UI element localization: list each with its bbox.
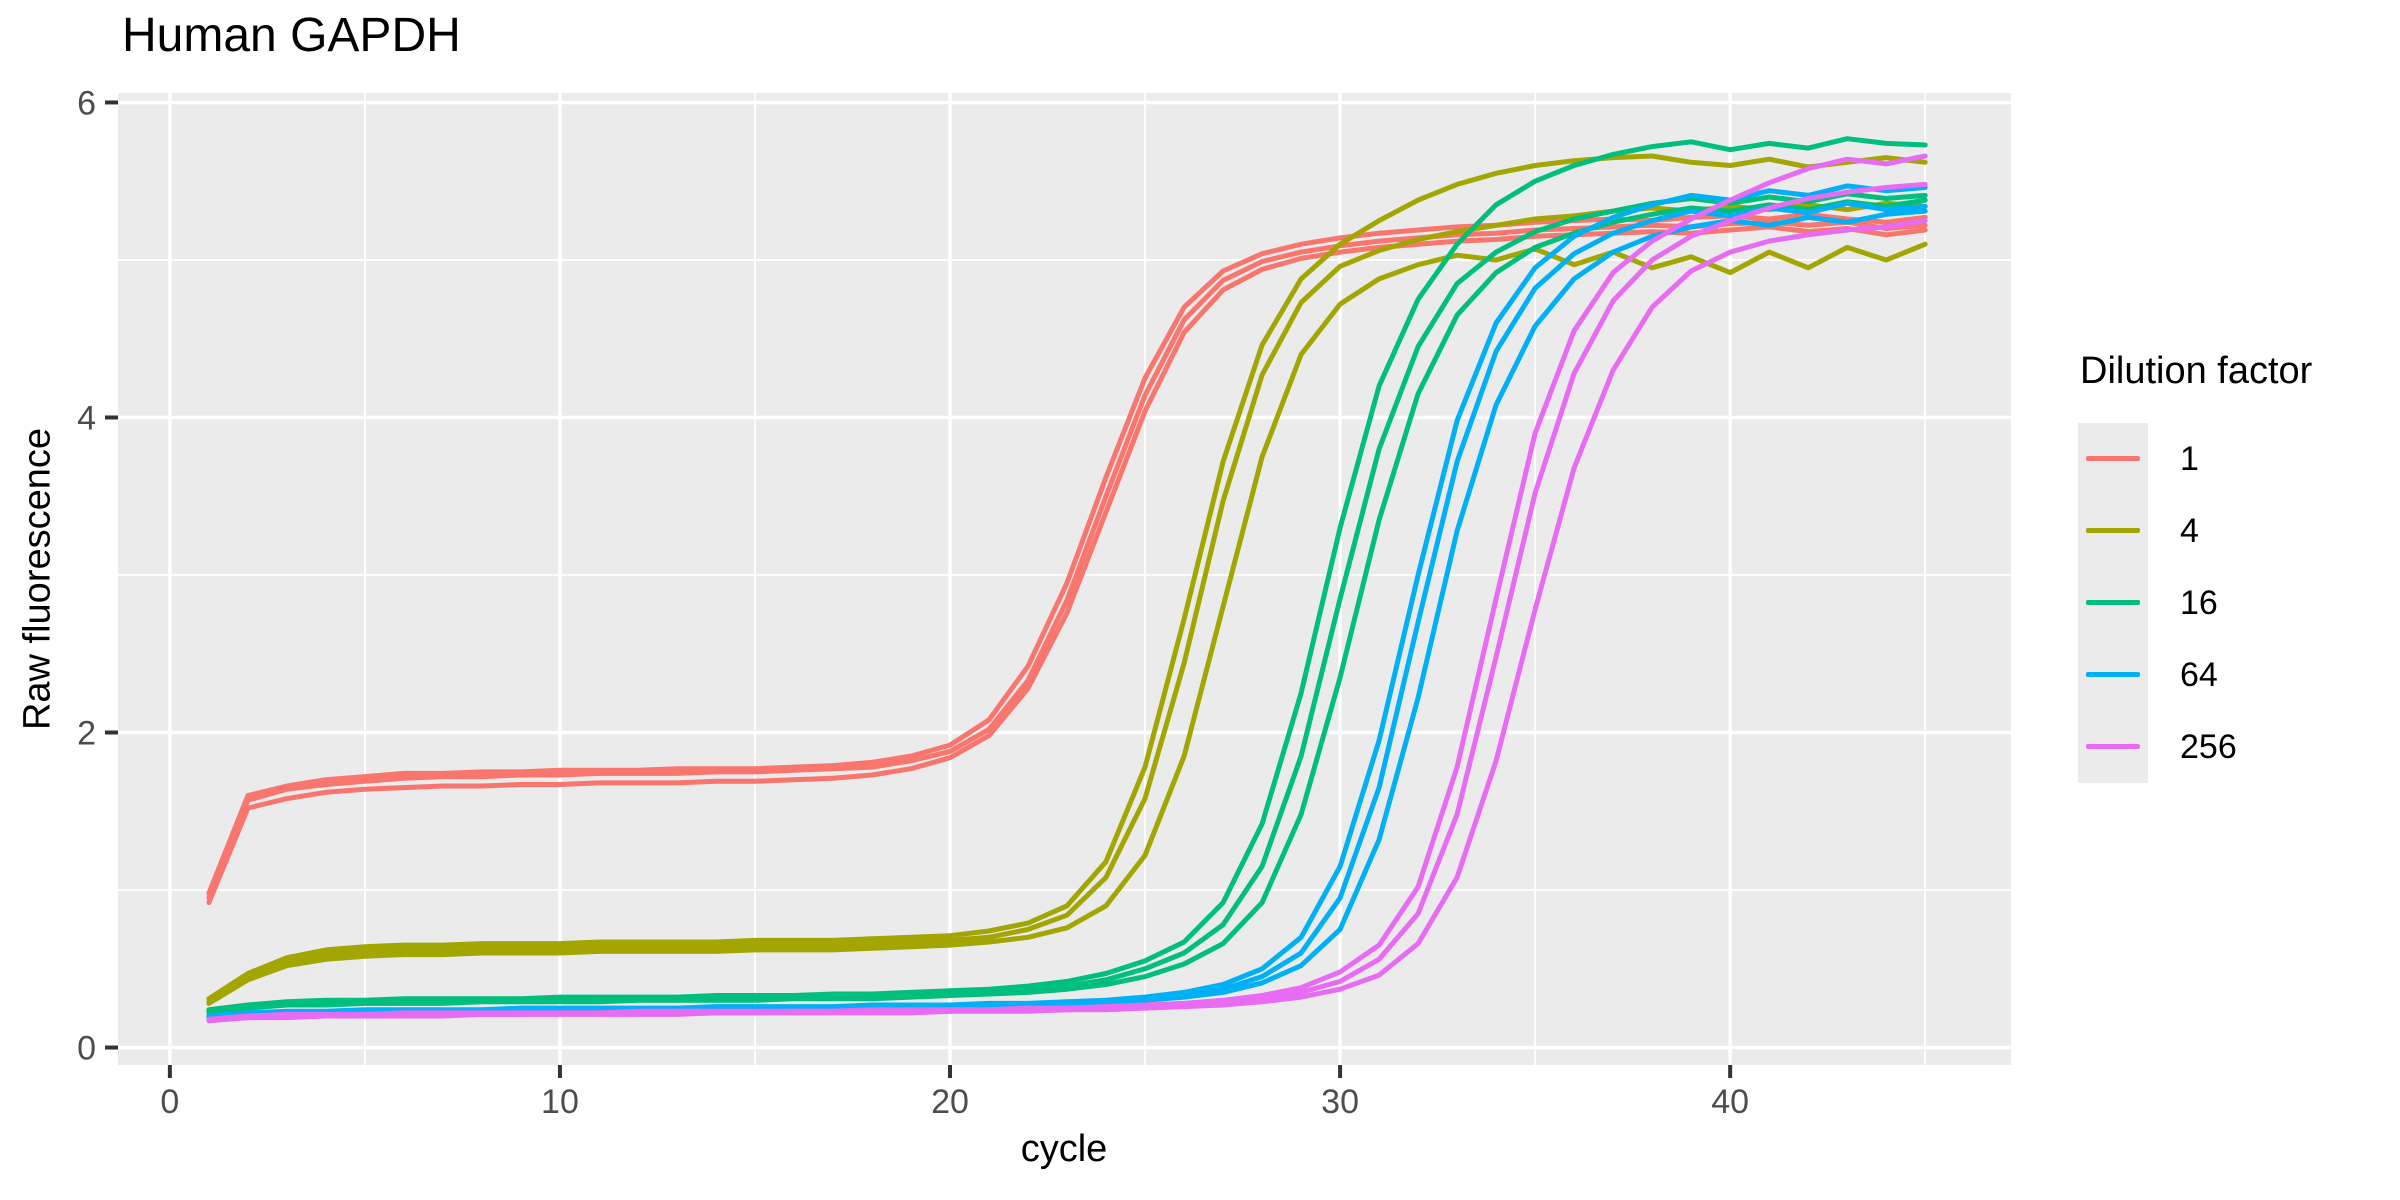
legend: Dilution factor 1 4 16 64 [2078,350,2312,783]
legend-key-line-icon [2086,528,2140,533]
curve-dilution-256-rep-3 [206,218,1928,1024]
legend-key-dilution-1 [2078,423,2148,495]
legend-label: 4 [2180,511,2199,550]
y-tick-label-2: 2 [77,714,96,752]
x-tick-label-30: 30 [1321,1083,1359,1121]
legend-title: Dilution factor [2080,350,2313,392]
y-tick-label-6: 6 [77,84,96,122]
curve-dilution-16-rep-3 [206,197,1928,1016]
legend-key-dilution-4 [2078,495,2148,567]
y-tick-label-4: 4 [77,399,96,437]
x-tick-label-10: 10 [541,1083,579,1121]
legend-item-dilution-16: 16 [2078,567,2312,639]
x-tick-label-40: 40 [1711,1083,1749,1121]
legend-key-dilution-256 [2078,711,2148,783]
curve-dilution-1-rep-2 [206,224,1928,906]
legend-label: 1 [2180,439,2199,478]
curve-dilution-4-rep-1 [206,153,1928,1002]
curve-dilution-1-rep-1 [206,211,1928,896]
legend-label: 256 [2180,727,2237,766]
legend-item-dilution-1: 1 [2078,423,2312,495]
legend-key-dilution-16 [2078,567,2148,639]
legend-key-line-icon [2086,600,2140,605]
legend-key-line-icon [2086,456,2140,461]
legend-item-dilution-4: 4 [2078,495,2312,567]
x-tick-label-20: 20 [931,1083,969,1121]
legend-key-dilution-64 [2078,639,2148,711]
legend-key-line-icon [2086,744,2140,749]
curve-dilution-4-rep-3 [206,241,1928,1006]
panel-background [118,93,2011,1065]
x-axis-title: cycle [1020,1128,1108,1170]
legend-label: 16 [2180,583,2218,622]
y-tick-label-0: 0 [77,1030,96,1068]
legend-label: 64 [2180,655,2218,694]
legend-key-line-icon [2086,672,2140,677]
y-axis-title: Raw fluorescence [16,427,59,731]
plot-title: Human GAPDH [122,9,461,62]
legend-item-dilution-64: 64 [2078,639,2312,711]
legend-item-dilution-256: 256 [2078,711,2312,783]
x-tick-label-0: 0 [160,1083,179,1121]
